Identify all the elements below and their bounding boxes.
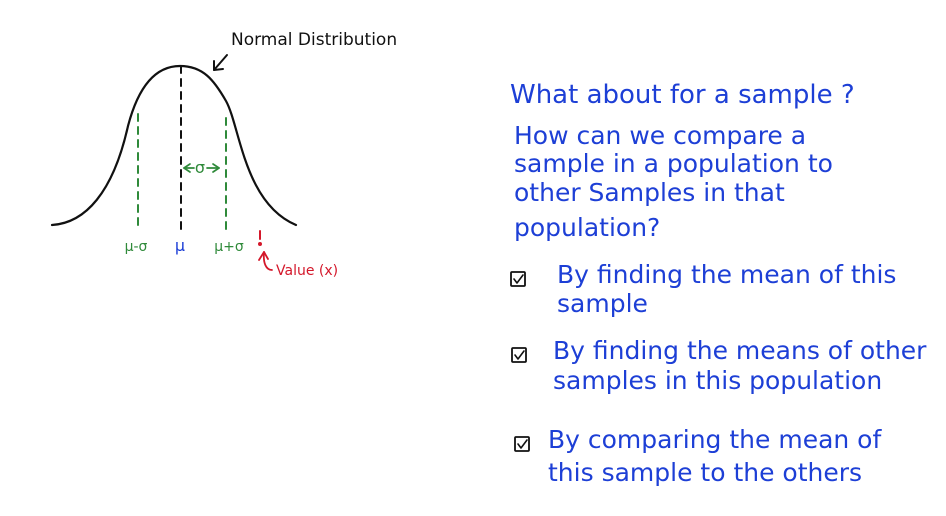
sigma-arrow-right-head <box>212 163 220 173</box>
sigma-label: σ <box>195 158 205 177</box>
checklist-item-2-line-1: By finding the means of other <box>553 336 927 365</box>
question-line-4: population? <box>514 213 660 242</box>
sigma-arrow <box>183 163 220 173</box>
annotation-arrow <box>213 54 228 71</box>
checklist-item-1-line-2: sample <box>557 289 648 318</box>
sigma-arrow-left-head <box>183 163 191 173</box>
notes-heading: What about for a sample ? <box>510 80 855 110</box>
normal-distribution-label: Normal Distribution <box>231 30 397 50</box>
mu-plus-sigma-label: μ+σ <box>214 239 244 255</box>
mu-label: μ <box>175 236 185 255</box>
value-marker-dot <box>258 242 262 246</box>
checkbox-icon-1 <box>510 271 526 287</box>
question-text: How can we compare a sample in a populat… <box>514 121 833 242</box>
checklist: By finding the mean of this sample By fi… <box>510 260 927 487</box>
checkbox-icon-2 <box>511 347 527 363</box>
annotation-arrow-head <box>213 60 224 71</box>
checklist-item-3-line-1: By comparing the mean of <box>548 425 882 454</box>
notes-panel: What about for a sample ? How can we com… <box>510 80 927 487</box>
checkbox-box-1 <box>510 271 526 287</box>
value-marker: Value (x) <box>258 230 338 279</box>
question-line-2: sample in a population to <box>514 149 833 178</box>
checklist-item-1: By finding the mean of this sample <box>510 260 896 318</box>
question-line-1: How can we compare a <box>514 121 806 150</box>
normal-curve <box>50 64 298 227</box>
mu-minus-sigma-label: μ-σ <box>125 239 148 255</box>
value-arrow-head <box>258 251 269 261</box>
checkbox-icon-3 <box>514 436 530 452</box>
normal-distribution-diagram: σ μ-σ μ μ+σ Value (x) Normal Distributio… <box>50 30 397 279</box>
checklist-item-3: By comparing the mean of this sample to … <box>514 425 882 487</box>
normal-distribution-annotation: Normal Distribution <box>213 30 397 71</box>
checkbox-box-2 <box>511 347 527 363</box>
value-label: Value (x) <box>276 263 338 279</box>
check-mark-icon-2 <box>514 350 525 360</box>
check-mark-icon-1 <box>513 274 524 284</box>
checklist-item-2: By finding the means of other samples in… <box>511 336 927 395</box>
check-mark-icon-3 <box>517 439 528 449</box>
checkbox-box-3 <box>514 436 530 452</box>
checklist-item-3-line-2: this sample to the others <box>548 458 862 487</box>
checklist-item-1-line-1: By finding the mean of this <box>557 260 896 289</box>
checklist-item-2-line-2: samples in this population <box>553 366 882 395</box>
question-line-3: other Samples in that <box>514 178 785 207</box>
value-arrow <box>262 251 273 271</box>
